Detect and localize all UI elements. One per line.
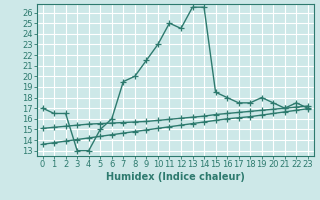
X-axis label: Humidex (Indice chaleur): Humidex (Indice chaleur) bbox=[106, 172, 244, 182]
